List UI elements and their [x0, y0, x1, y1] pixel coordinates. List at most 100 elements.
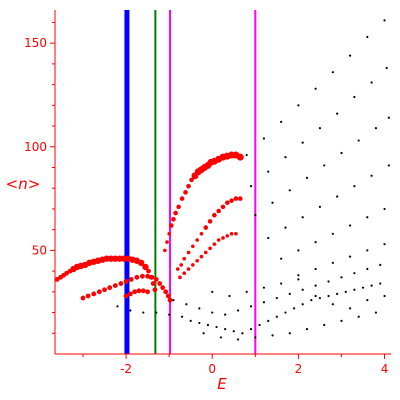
data-point-s1-48: [123, 293, 129, 299]
data-point-s3-20: [271, 201, 274, 204]
data-point-s3-13: [301, 141, 304, 144]
data-point-s4-67: [366, 299, 369, 302]
data-point-s4-21: [310, 299, 313, 302]
data-point-s2-45: [195, 258, 199, 263]
data-point-s1-31: [96, 289, 102, 295]
data-point-s1-33: [107, 285, 113, 291]
data-point-s4-32: [198, 307, 201, 310]
x-tick-label-4: 4: [381, 362, 389, 376]
data-point-s4-51: [271, 334, 274, 337]
data-point-s2-54: [234, 232, 238, 236]
data-point-s3-36: [280, 257, 283, 260]
data-point-s2-7: [176, 204, 181, 210]
data-point-s3-7: [348, 54, 352, 57]
data-point-s4-4: [155, 311, 158, 314]
data-point-s3-33: [353, 185, 356, 188]
data-point-s3-39: [331, 232, 334, 235]
data-point-s2-31: [199, 232, 204, 236]
data-point-s1-38: [134, 274, 140, 280]
data-point-s2-30: [195, 238, 199, 242]
data-point-s4-59: [228, 294, 231, 298]
data-point-s1-53: [145, 289, 151, 295]
data-point-s2-10: [186, 183, 191, 189]
data-point-s3-2: [262, 137, 266, 140]
data-point-s4-7: [189, 319, 192, 322]
data-point-s4-47: [202, 332, 205, 335]
data-point-s3-32: [336, 195, 339, 198]
data-point-s4-14: [249, 328, 253, 331]
data-point-s1-36: [123, 279, 129, 284]
data-point-s1-44: [160, 285, 166, 291]
data-point-s2-27: [182, 256, 187, 261]
data-point-s3-42: [383, 207, 386, 211]
data-point-s3-17: [370, 81, 373, 84]
data-point-s2-46: [199, 254, 204, 259]
data-point-s2-9: [183, 190, 188, 195]
data-point-s3-28: [267, 236, 270, 240]
data-point-s2-53: [229, 232, 234, 236]
data-point-s4-22: [318, 296, 322, 300]
data-point-s3-9: [383, 19, 386, 22]
data-point-s2-47: [203, 250, 208, 255]
data-point-s1-30: [91, 291, 97, 297]
data-point-s2-8: [179, 196, 185, 201]
data-point-s1-27: [152, 287, 158, 293]
data-point-s3-25: [357, 139, 360, 142]
data-point-s4-27: [361, 286, 365, 289]
data-point-s3-26: [374, 127, 378, 130]
data-point-s4-19: [292, 307, 296, 310]
y-tick-label-3: 150: [24, 36, 47, 50]
data-point-s3-43: [297, 274, 300, 277]
data-point-s3-1: [245, 153, 248, 157]
data-point-s1-24: [146, 268, 151, 274]
data-point-s2-41: [178, 275, 182, 280]
data-point-s1-32: [102, 287, 107, 293]
data-point-s3-11: [267, 170, 270, 173]
data-point-s1-46: [165, 293, 171, 299]
data-point-s4-41: [314, 284, 317, 287]
data-point-s3-16: [353, 95, 356, 99]
data-point-s2-38: [229, 198, 234, 203]
data-point-s4-33: [211, 311, 214, 314]
data-point-s2-6: [173, 210, 178, 216]
data-point-s2-33: [207, 219, 213, 224]
data-point-s4-46: [379, 263, 382, 266]
data-point-s4-16: [267, 319, 270, 322]
data-point-s4-42: [327, 280, 330, 283]
data-point-s3-27: [387, 116, 390, 119]
data-point-s4-58: [211, 290, 214, 293]
data-point-s3-12: [284, 156, 287, 159]
y-tick-label-1: 50: [32, 243, 47, 257]
data-point-s3-45: [331, 261, 334, 264]
data-point-s4-39: [288, 292, 291, 296]
ticks: -2 0 2 4 50 100 150: [24, 21, 389, 376]
data-point-s4-28: [370, 284, 373, 287]
data-point-s1-37: [128, 276, 134, 282]
data-point-s3-31: [318, 205, 322, 208]
data-point-s4-62: [280, 282, 283, 285]
data-point-s2-44: [191, 263, 195, 267]
data-point-s3-8: [366, 35, 369, 39]
data-point-s3-5: [314, 87, 317, 90]
data-point-s3-24: [340, 151, 343, 155]
data-point-s4-43: [340, 276, 343, 279]
data-point-s2-28: [186, 250, 191, 255]
data-point-s3-22: [305, 176, 309, 179]
data-point-s3-34: [370, 174, 373, 177]
data-point-s4-50: [254, 336, 257, 339]
data-point-s1-22: [137, 259, 145, 267]
data-point-s2-39: [233, 196, 239, 201]
x-tick-label-2: 0: [208, 362, 216, 376]
data-point-s4-17: [275, 315, 278, 318]
data-point-s4-23: [327, 294, 330, 298]
data-point-s3-19: [254, 214, 257, 217]
data-point-s1-28: [80, 295, 86, 301]
data-point-s1-29: [85, 293, 91, 299]
x-tick-label-3: 2: [295, 362, 303, 376]
data-point-s2-32: [203, 225, 209, 230]
data-point-s2-35: [216, 208, 221, 214]
data-point-s4-9: [206, 323, 210, 327]
data-point-s3-14: [318, 127, 322, 130]
data-point-s1-4: [64, 270, 70, 276]
data-points: [54, 19, 390, 341]
